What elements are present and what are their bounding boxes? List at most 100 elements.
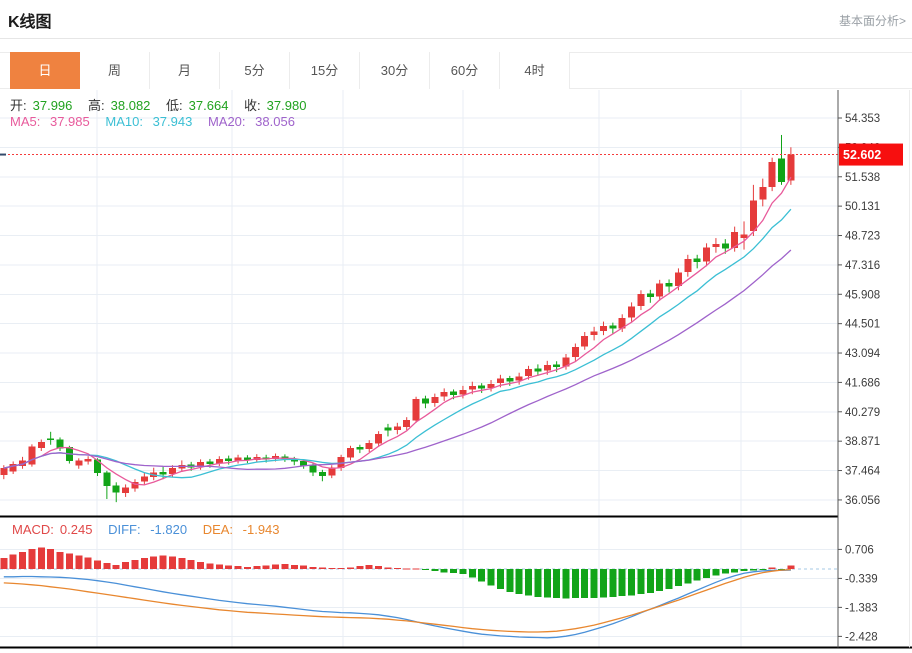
tab-4hour[interactable]: 4时 [500,52,570,89]
price-axis-label: 41.686 [845,377,880,389]
candle-body [309,465,317,473]
macd-axis-label: -1.383 [845,602,878,614]
candle-body [787,154,795,181]
candle-body [468,385,476,390]
macd-hist-bar [412,568,420,570]
tab-month[interactable]: 月 [150,52,220,89]
macd-hist-bar [684,569,692,584]
price-axis-label: 36.056 [845,495,880,507]
price-axis-label: 54.353 [845,113,880,125]
candle-body [740,234,748,239]
candle-body [618,317,626,329]
macd-hist-bar [693,569,701,581]
macd-hist-bar [281,564,289,569]
macd-hist-bar [637,569,645,594]
macd-hist-bar [346,567,354,569]
candle-body [412,399,420,421]
macd-hist-bar [140,557,148,569]
candle-body [656,283,664,297]
macd-hist-bar [94,560,101,569]
candle-body [197,461,205,467]
macd-hist-bar [712,569,720,576]
macd-hist-bar [197,561,205,569]
candle-body [300,461,308,466]
macd-hist-bar [56,551,64,569]
macd-hist-bar [496,569,504,589]
macd-hist-bar [337,568,345,570]
macd-hist-bar [721,569,729,574]
candle-body [712,243,720,247]
macd-axis-label: 0.706 [845,544,874,556]
candle-body [609,325,617,329]
candle-body [75,460,83,466]
candle-body [703,247,711,262]
candle-body [487,383,495,388]
macd-hist-bar [618,569,626,596]
candle-body [384,427,392,431]
candle-body [112,485,120,493]
macd-hist-bar [515,569,523,594]
candle-body [440,392,448,397]
price-axis-label: 37.464 [845,466,881,478]
tab-15min[interactable]: 15分 [290,52,360,89]
candle-body [47,438,55,441]
tab-30min[interactable]: 30分 [360,52,430,89]
page-title: K线图 [8,14,52,31]
fundamental-analysis-link[interactable]: 基本面分析> [838,14,906,28]
candle-body [581,335,589,347]
candle-body [19,460,27,467]
candle-body [56,439,64,449]
macd-hist-bar [300,565,308,569]
macd-hist-bar [590,569,598,599]
candle-body [131,481,139,489]
candle-body [431,397,439,403]
macd-hist-bar [393,568,401,570]
macd-hist-bar [431,569,439,572]
candle-body [84,458,92,462]
macd-hist-bar [768,567,776,569]
candle-body [693,258,701,262]
price-axis-label: 50.131 [845,201,880,213]
price-axis-label: 45.908 [845,289,880,301]
ma20-line [3,249,792,471]
diff-line [3,569,791,639]
candle-body [393,426,401,431]
macd-hist-bar [787,565,795,569]
macd-hist-bar [646,569,654,593]
macd-hist-bar [253,566,261,569]
macd-hist-bar [599,569,607,598]
candle-body [665,282,673,287]
macd-hist-bar [421,569,429,571]
candle-body [637,294,645,306]
candle-body [318,471,326,477]
candle-body [768,161,776,187]
macd-hist-bar [178,557,186,569]
price-axis-label: 51.538 [845,172,880,184]
candle-body [459,390,467,395]
tab-day[interactable]: 日 [10,52,80,89]
macd-hist-bar [243,566,251,569]
macd-hist-bar [65,553,73,569]
macd-hist-bar [468,569,476,578]
macd-hist-bar [131,560,139,569]
tab-week[interactable]: 周 [80,52,150,89]
candle-body [496,378,504,384]
macd-hist-bar [365,565,373,569]
dea-line [3,568,791,633]
macd-hist-bar [234,566,242,569]
macd-hist-bar [740,569,748,572]
candle-body [122,487,130,493]
candle-body [225,458,233,462]
macd-hist-bar [440,569,448,573]
tab-5min[interactable]: 5分 [220,52,290,89]
macd-hist-bar [674,569,682,587]
candle-body [94,459,101,473]
macd-hist-bar [47,549,55,569]
tab-60min[interactable]: 60分 [430,52,500,89]
macd-hist-bar [225,565,233,569]
price-axis-label: 40.279 [845,407,880,419]
candle-body [553,364,561,368]
macd-hist-bar [19,551,27,569]
